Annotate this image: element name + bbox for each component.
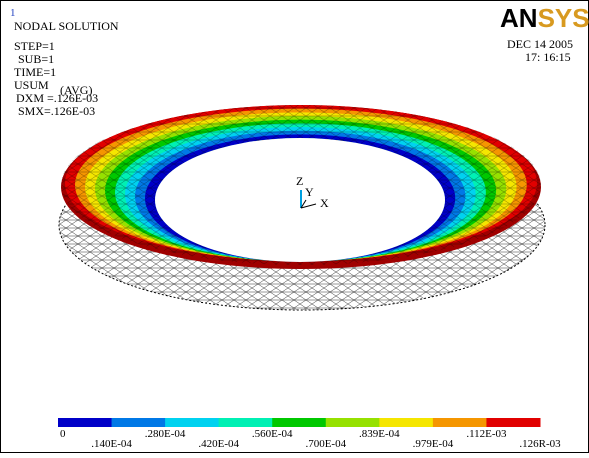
legend-label: .700E-04 <box>305 438 346 450</box>
legend-label: .112E-03 <box>466 428 507 440</box>
info-line: SUB=1 <box>18 52 54 66</box>
legend-label: .420E-04 <box>198 438 239 450</box>
legend-swatch <box>486 418 540 427</box>
legend-label: .280E-04 <box>145 428 186 440</box>
legend-label: .979E-04 <box>413 438 454 450</box>
legend-label: 0 <box>60 428 66 440</box>
legend-label: .560E-04 <box>252 428 293 440</box>
time: 17: 16:15 <box>525 50 571 64</box>
legend-swatch <box>433 418 487 427</box>
logo: ANSYS <box>500 3 589 33</box>
screen: 1 NODAL SOLUTION ANSYS DEC 14 2005 17: 1… <box>0 0 589 453</box>
info-line: DXM =.126E-03 <box>16 91 98 105</box>
legend-label: .839E-04 <box>359 428 400 440</box>
legend-label: .126R-03 <box>519 438 561 450</box>
date: DEC 14 2005 <box>507 37 573 51</box>
legend-swatch <box>112 418 166 427</box>
legend-swatch <box>379 418 433 427</box>
legend-swatch <box>219 418 273 427</box>
legend-swatch <box>58 418 112 427</box>
triad-x: X <box>320 196 329 210</box>
info-line: SMX=.126E-03 <box>18 104 95 118</box>
window-number: 1 <box>10 7 16 19</box>
logo-an: AN <box>500 3 538 33</box>
legend-swatch <box>272 418 326 427</box>
triad-z: Z <box>296 174 303 188</box>
info-line: USUM <box>14 78 49 92</box>
triad-y: Y <box>305 185 314 199</box>
legend-swatch <box>326 418 380 427</box>
legend-label: .140E-04 <box>91 438 132 450</box>
info-line: TIME=1 <box>14 65 56 79</box>
plot-title: NODAL SOLUTION <box>14 19 119 33</box>
logo-sys: SYS <box>538 3 589 33</box>
info-line: STEP=1 <box>14 39 55 53</box>
legend-swatch <box>165 418 219 427</box>
